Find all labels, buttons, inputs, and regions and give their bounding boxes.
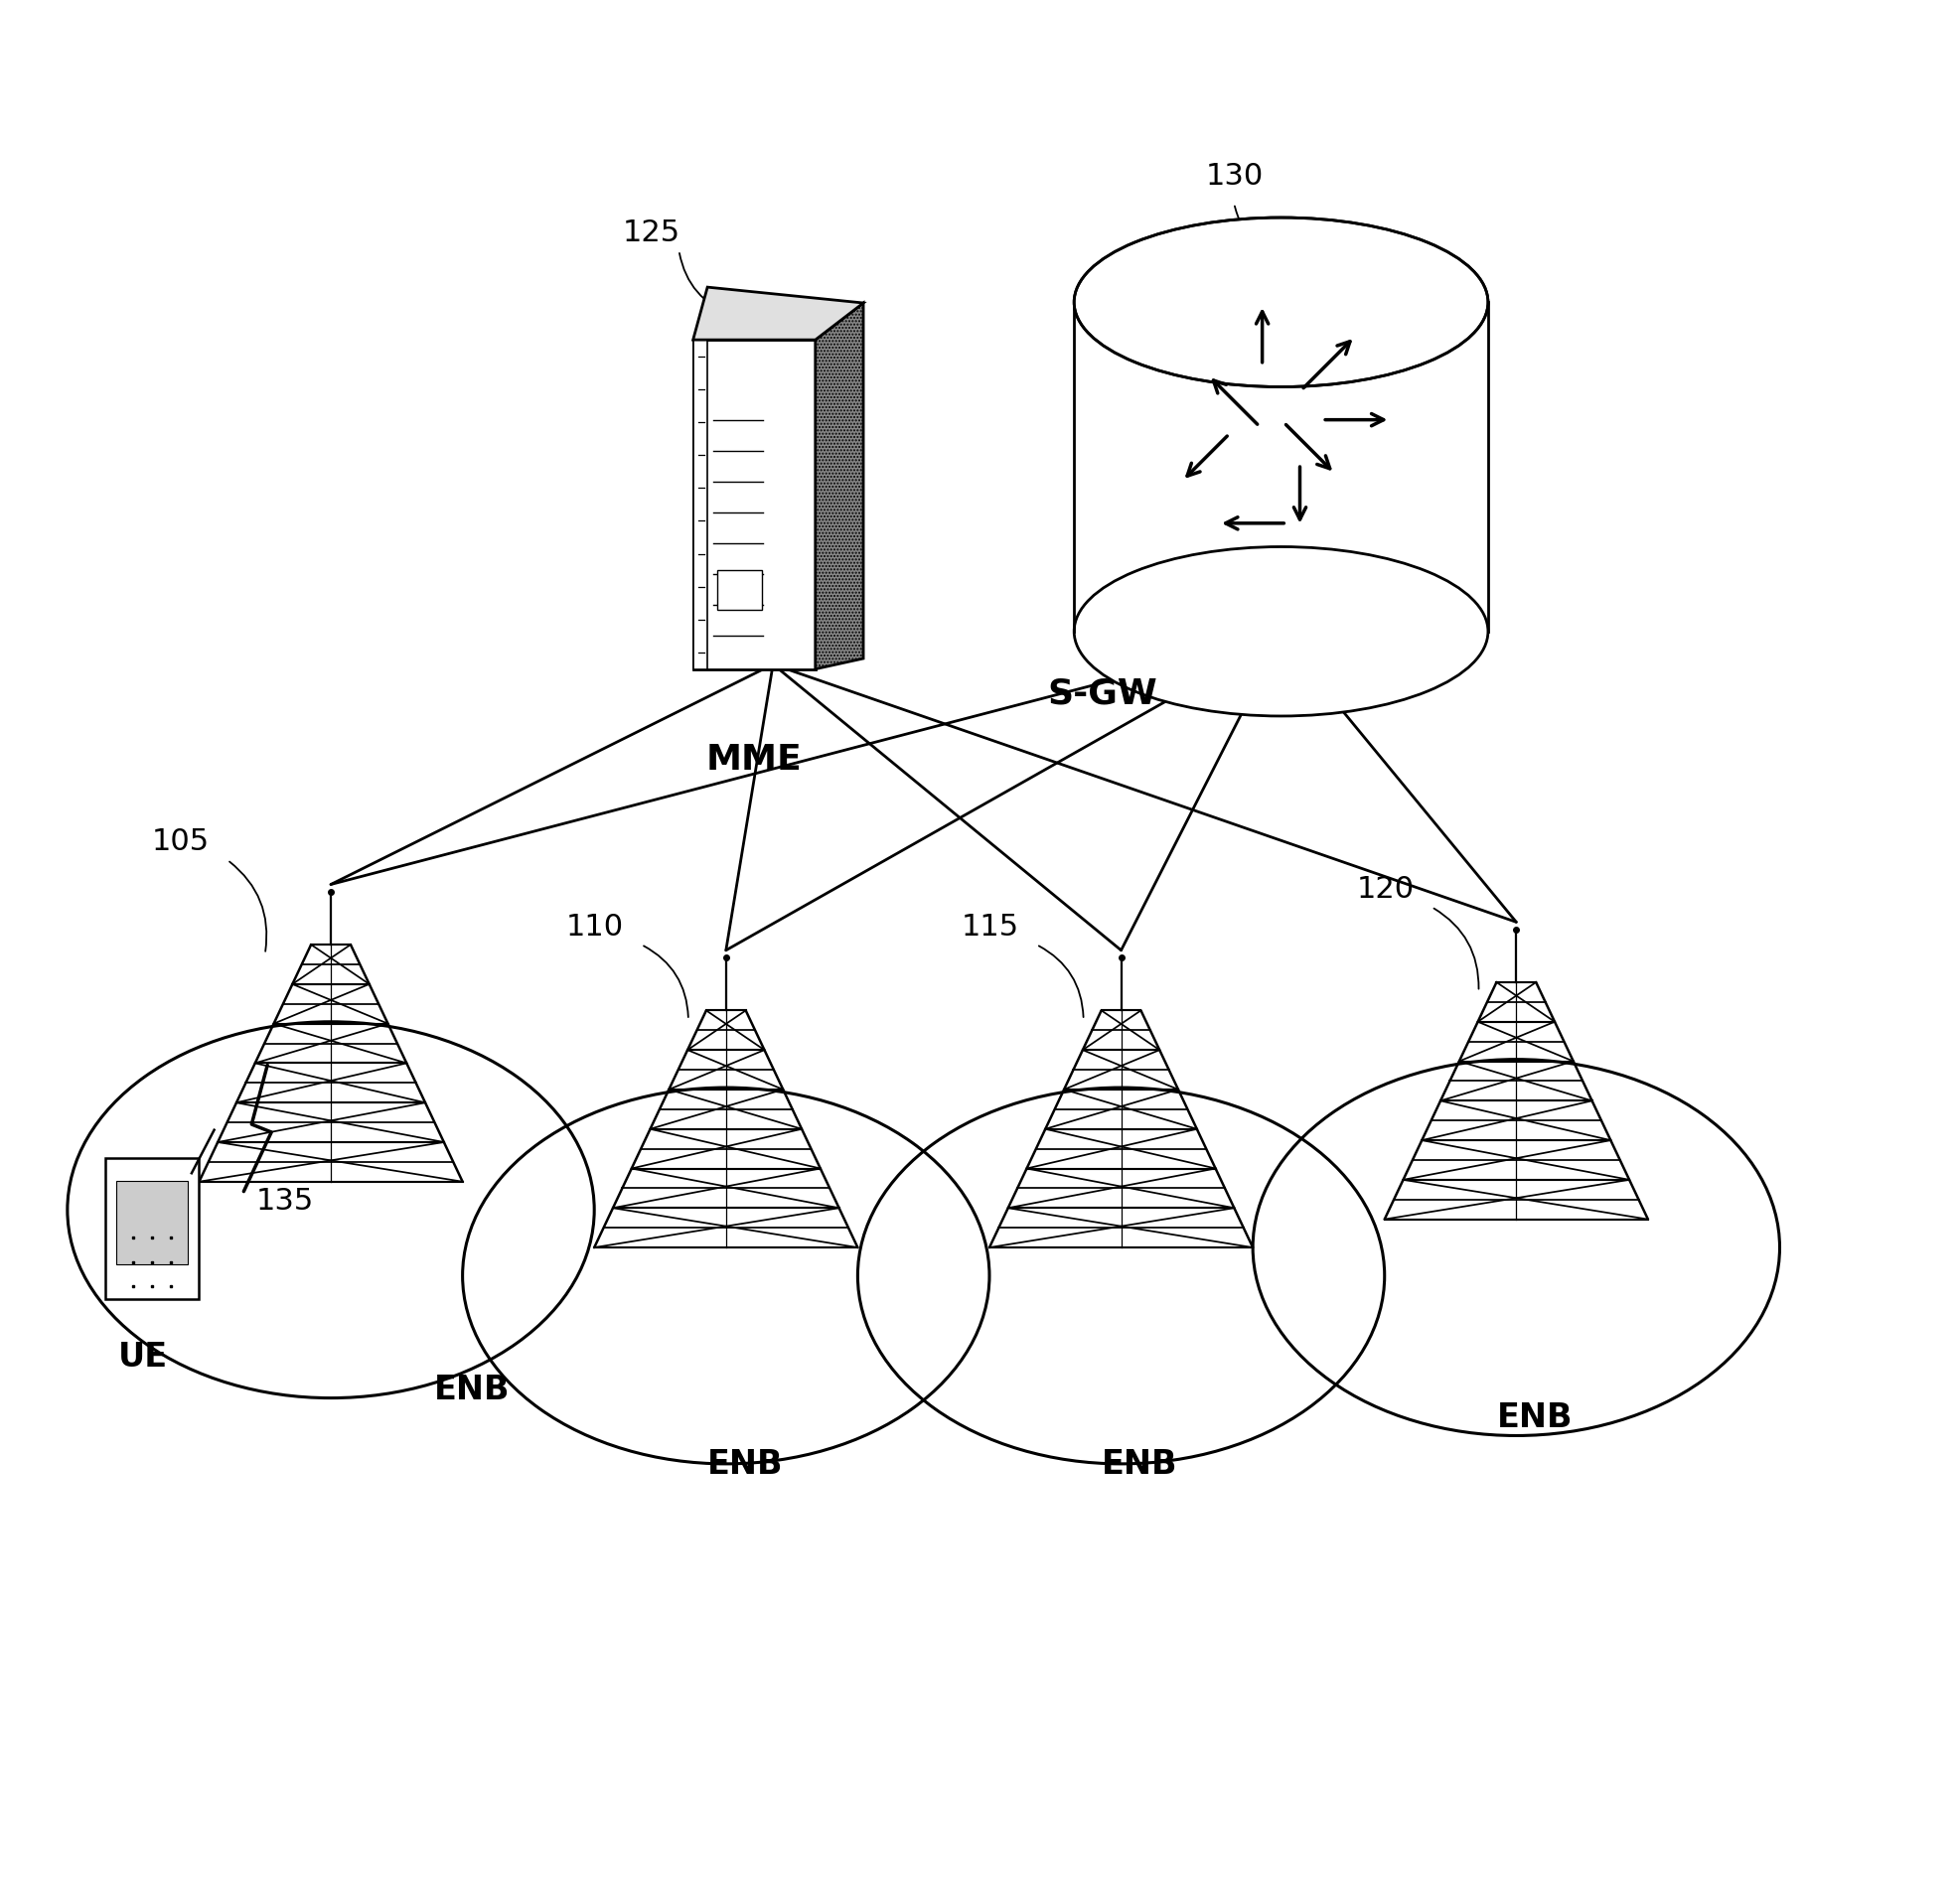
Polygon shape <box>694 341 815 670</box>
Text: ENB: ENB <box>1497 1402 1574 1434</box>
Text: 120: 120 <box>1356 875 1413 903</box>
Text: ENB: ENB <box>433 1373 510 1405</box>
Text: UE: UE <box>118 1341 167 1373</box>
Text: 115: 115 <box>960 911 1019 941</box>
Polygon shape <box>1074 303 1488 633</box>
Polygon shape <box>717 570 762 610</box>
Polygon shape <box>116 1182 188 1265</box>
Polygon shape <box>694 288 862 341</box>
Text: MME: MME <box>706 742 802 777</box>
Ellipse shape <box>1074 547 1488 716</box>
Text: 110: 110 <box>566 911 623 941</box>
Text: 135: 135 <box>255 1186 314 1216</box>
Polygon shape <box>815 303 862 670</box>
Text: S-GW: S-GW <box>1047 676 1156 710</box>
Text: 130: 130 <box>1205 161 1264 191</box>
Text: 105: 105 <box>153 828 210 856</box>
Text: ENB: ENB <box>1102 1447 1178 1481</box>
Text: ENB: ENB <box>708 1447 782 1481</box>
Text: 125: 125 <box>623 218 680 246</box>
Ellipse shape <box>1074 218 1488 388</box>
Polygon shape <box>106 1159 200 1299</box>
Polygon shape <box>694 341 708 670</box>
